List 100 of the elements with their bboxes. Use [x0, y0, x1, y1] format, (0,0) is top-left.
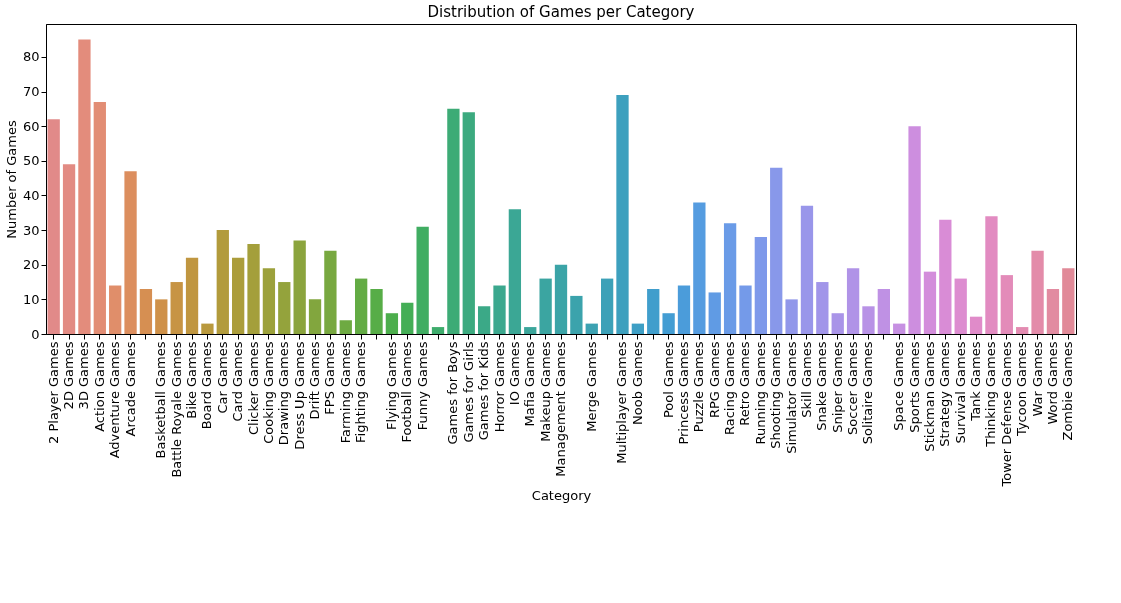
- bar: [1000, 275, 1013, 334]
- bar: [170, 282, 183, 334]
- x-tick-label: Car Games: [214, 341, 230, 414]
- bar: [723, 223, 737, 334]
- x-tick-label: Retro Games: [737, 341, 753, 426]
- bar: [939, 219, 952, 334]
- bar: [954, 278, 967, 334]
- x-tick-label: Dress Up Games: [291, 341, 307, 450]
- x-tick-label: Action Games: [91, 341, 107, 432]
- x-tick-label: Flying Games: [383, 341, 399, 430]
- bar: [308, 299, 322, 334]
- bar: [1062, 268, 1075, 334]
- x-tick-label: 2D Games: [61, 341, 77, 410]
- bar: [985, 216, 998, 334]
- y-tick-label: 20: [22, 257, 40, 273]
- bar: [554, 264, 568, 334]
- x-tick-label: Puzzle Games: [691, 341, 707, 433]
- bar: [524, 327, 537, 334]
- bar: [324, 250, 337, 334]
- x-tick-label: Drawing Games: [276, 341, 292, 446]
- bar: [508, 209, 522, 334]
- x-tick-label: Makeup Games: [537, 341, 553, 442]
- bar: [385, 313, 399, 334]
- x-tick-label: Sniper Games: [829, 341, 845, 433]
- bar: [370, 288, 383, 334]
- x-tick-label: Multiplayer Games: [614, 341, 630, 464]
- x-tick-label: Battle Royale Games: [168, 341, 184, 478]
- x-tick-label: Farming Games: [337, 341, 353, 444]
- x-tick-label: Noob Games: [629, 341, 645, 425]
- x-tick-label: Space Games: [891, 341, 907, 431]
- bar: [908, 126, 921, 334]
- x-tick-label: 3D Games: [76, 341, 92, 410]
- x-tick-label: Games for Kids: [476, 341, 492, 441]
- x-tick-label: Soccer Games: [845, 341, 861, 435]
- bar: [201, 323, 214, 334]
- bar: [923, 271, 937, 334]
- x-tick-label: IO Games: [506, 341, 522, 406]
- bar: [877, 288, 890, 334]
- x-tick-label: Arcade Games: [122, 341, 138, 437]
- bar: [585, 323, 598, 334]
- bar: [677, 285, 691, 334]
- bar: [785, 299, 798, 334]
- bar: [416, 226, 429, 334]
- bar: [770, 167, 783, 334]
- x-tick-label: RPG Games: [706, 341, 722, 419]
- x-tick-label: Drift Games: [307, 341, 323, 420]
- bar: [355, 278, 368, 334]
- x-tick-label: Clicker Games: [245, 341, 261, 435]
- bar: [631, 323, 645, 334]
- bar: [570, 295, 583, 334]
- bar: [93, 101, 106, 334]
- bar: [262, 268, 276, 334]
- x-tick-label: Survival Games: [952, 341, 968, 444]
- bar: [846, 268, 860, 334]
- x-tick-label: 2 Player Games: [45, 341, 61, 444]
- x-tick-label: Solitaire Games: [860, 341, 876, 445]
- bar: [800, 205, 814, 334]
- x-tick-label: Sports Games: [906, 341, 922, 433]
- x-tick-label: Princess Games: [675, 341, 691, 445]
- x-tick-label: Tank Games: [968, 341, 984, 422]
- bar: [431, 327, 445, 334]
- bar: [754, 237, 767, 334]
- bar: [139, 288, 153, 334]
- x-tick-label: Running Games: [752, 341, 768, 445]
- x-axis-title: Category: [531, 488, 592, 504]
- bar: [155, 299, 168, 334]
- y-tick-label: 0: [31, 326, 40, 342]
- x-tick-label: Word Games: [1044, 341, 1060, 425]
- x-tick-label: Games for Girls: [460, 341, 476, 443]
- bar: [893, 323, 906, 334]
- bar: [616, 95, 629, 334]
- bar: [600, 278, 614, 334]
- y-axis-title: Number of Games: [3, 120, 19, 239]
- bar: [477, 306, 491, 334]
- bar: [739, 285, 752, 334]
- x-tick-label: Simulator Games: [783, 341, 799, 454]
- bar: [47, 119, 60, 334]
- bar: [969, 316, 983, 334]
- x-tick-label: Shooting Games: [768, 341, 784, 449]
- x-tick-label: Adventure Games: [107, 341, 123, 459]
- x-tick-label: Horror Games: [491, 341, 507, 433]
- x-tick-label: War Games: [1029, 341, 1045, 417]
- x-tick-label: Fighting Games: [353, 341, 369, 443]
- x-tick-label: Tycoon Games: [1014, 341, 1030, 438]
- x-tick-label: Skill Games: [798, 341, 814, 418]
- y-tick-label: 10: [22, 291, 40, 307]
- bar: [1031, 250, 1044, 334]
- y-tick-label: 70: [22, 84, 40, 100]
- y-tick-label: 60: [22, 118, 40, 134]
- x-tick-label: Football Games: [399, 341, 415, 443]
- bar: [539, 278, 552, 334]
- bar: [708, 292, 721, 334]
- bar: [401, 302, 414, 334]
- x-tick-label: Pool Games: [660, 341, 676, 419]
- x-tick-label: Funny Games: [414, 341, 430, 431]
- bar: [662, 313, 675, 334]
- bar: [831, 313, 844, 334]
- x-tick-label: FPS Games: [322, 341, 338, 415]
- bar: [232, 257, 245, 334]
- x-tick-label: Snake Games: [814, 341, 830, 431]
